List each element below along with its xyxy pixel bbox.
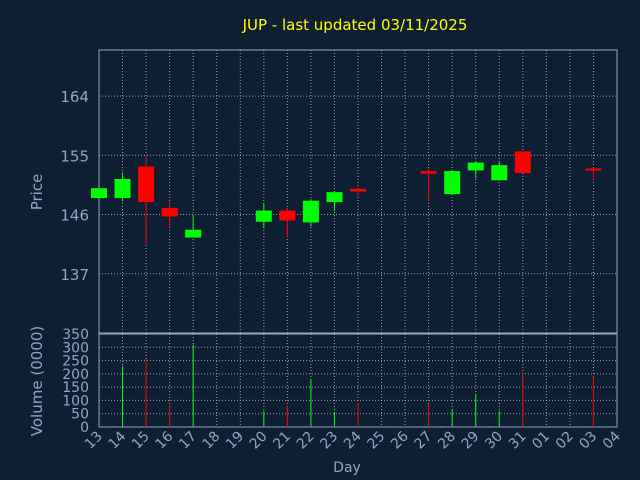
candle-body <box>491 165 508 181</box>
x-tick-label: 27 <box>412 429 436 453</box>
candle-body <box>161 207 178 217</box>
x-tick-label: 01 <box>529 429 553 453</box>
chart-title: JUP - last updated 03/11/2025 <box>242 16 468 34</box>
volume-bars <box>122 344 594 427</box>
grid-layer <box>98 50 618 428</box>
x-tick-label: 24 <box>341 428 365 452</box>
candle-body <box>114 178 131 199</box>
x-tick-label: 23 <box>317 429 341 453</box>
candle-body <box>138 166 155 203</box>
x-tick-label: 28 <box>435 429 459 453</box>
x-tick-label: 30 <box>482 429 506 453</box>
x-tick-label: 22 <box>294 429 318 453</box>
x-tick-label: 15 <box>129 429 153 453</box>
x-tick-label: 29 <box>459 429 483 453</box>
candle-body <box>350 188 366 192</box>
x-tick-label: 17 <box>176 429 200 453</box>
price-tick-label: 137 <box>60 266 89 284</box>
candles <box>91 151 602 245</box>
candle-body <box>302 200 319 223</box>
volume-tick-label: 250 <box>62 354 89 370</box>
volume-tick-label: 0 <box>80 420 89 436</box>
candle-body <box>420 171 437 174</box>
volume-tick-label: 300 <box>62 340 89 356</box>
candle-body <box>467 162 484 171</box>
candle-body <box>326 192 343 203</box>
volume-tick-label: 100 <box>62 393 89 409</box>
volume-tick-label: 50 <box>71 407 89 423</box>
x-tick-label: 26 <box>388 428 412 452</box>
x-tick-label: 18 <box>200 429 224 453</box>
x-tick-label: 16 <box>153 428 177 452</box>
x-tick-label: 02 <box>553 429 577 453</box>
volume-tick-label: 200 <box>62 367 89 383</box>
volume-tick-label: 350 <box>62 327 89 343</box>
candle-body <box>585 168 602 171</box>
x-tick-label: 31 <box>506 429 530 453</box>
price-tick-label: 146 <box>60 207 89 225</box>
x-tick-label: 20 <box>247 429 271 453</box>
x-tick-label: 25 <box>364 429 388 453</box>
candle-body <box>91 188 107 199</box>
candle-body <box>255 210 272 222</box>
volume-axis-label: Volume (0000) <box>28 326 46 436</box>
price-tick-label: 164 <box>60 88 89 106</box>
volume-tick-label: 150 <box>62 380 89 396</box>
x-tick-label: 04 <box>600 428 624 452</box>
x-tick-label: 21 <box>270 429 294 453</box>
price-axis-label: Price <box>28 174 46 211</box>
candle-body <box>279 210 296 221</box>
x-tick-label: 19 <box>223 429 247 453</box>
candle-body <box>444 171 461 195</box>
candle-body <box>514 151 531 174</box>
price-tick-label: 155 <box>60 147 89 165</box>
x-tick-label: 03 <box>576 429 600 453</box>
candle-body <box>185 229 202 238</box>
x-axis-label: Day <box>333 460 361 476</box>
x-tick-label: 14 <box>105 428 129 452</box>
